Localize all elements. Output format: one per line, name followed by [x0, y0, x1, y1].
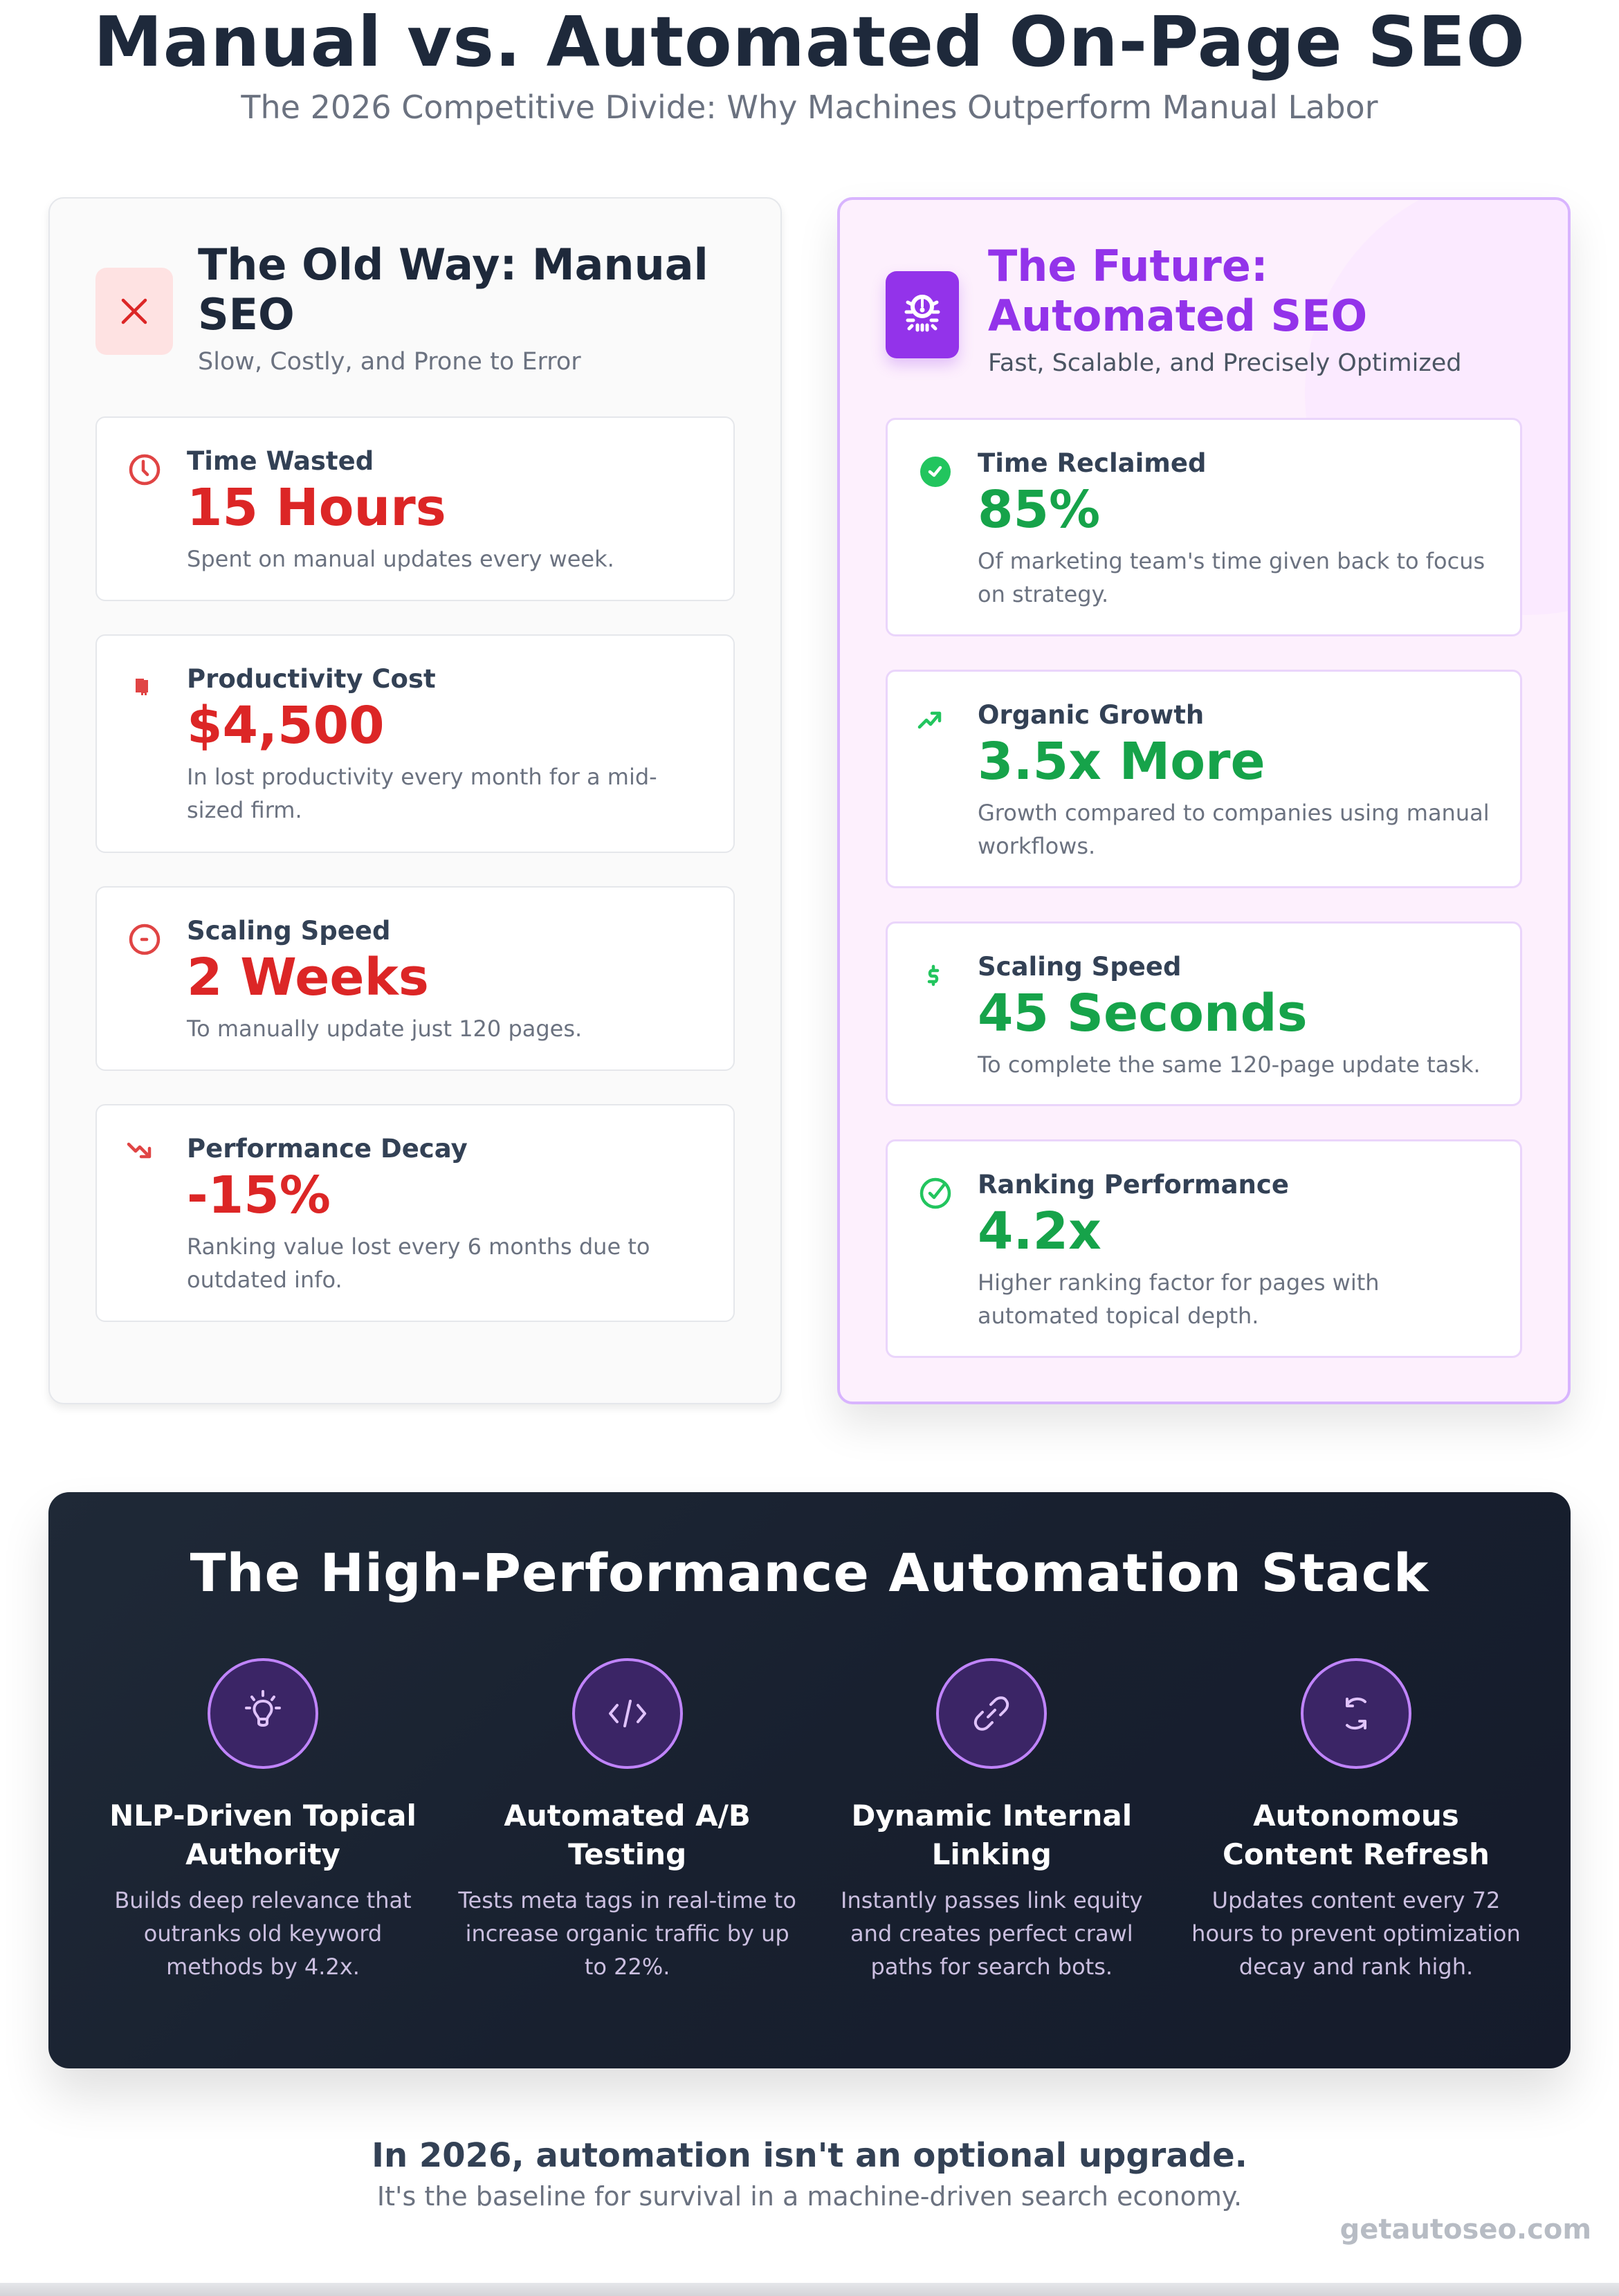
stat-value: 85% [978, 480, 1101, 540]
stat-card-time-reclaimed: Time Reclaimed 85% Of marketing team's t… [886, 418, 1522, 636]
money-bill-icon [126, 672, 163, 709]
watermark-link[interactable]: getautoseo.com [1339, 2214, 1591, 2246]
footer-subline: It's the baseline for survival in a mach… [376, 2181, 1243, 2212]
stat-description: To complete the same 120-page update tas… [978, 1051, 1481, 1078]
trending-down-icon [126, 1135, 163, 1172]
stack-item-internal-linking: Dynamic Internal Linking Instantly passe… [818, 1658, 1164, 1983]
old-way-subtitle: Slow, Costly, and Prone to Error [198, 348, 581, 376]
stat-value: 4.2x [978, 1202, 1101, 1261]
stack-item-name: NLP-Driven Topical Authority [109, 1799, 417, 1871]
stack-item-description: Builds deep relevance that outranks old … [114, 1887, 412, 1980]
footer-headline: In 2026, automation isn't an optional up… [372, 2136, 1247, 2175]
minus-circle-icon [126, 921, 163, 958]
stat-card-ranking-performance: Ranking Performance 4.2x Higher ranking … [886, 1139, 1522, 1358]
stat-card-scaling-speed-auto: Scaling Speed 45 Seconds To complete the… [886, 921, 1522, 1106]
new-way-card: The Future: Automated SEO Fast, Scalable… [837, 197, 1571, 1404]
code-icon [571, 1658, 683, 1769]
stat-card-productivity-cost: Productivity Cost $4,500 In lost product… [95, 634, 735, 853]
stat-label: Performance Decay [187, 1134, 468, 1164]
check-circle-icon [917, 1175, 954, 1212]
stat-card-time-wasted: Time Wasted 15 Hours Spent on manual upd… [95, 416, 735, 601]
stack-title: The High-Performance Automation Stack [190, 1542, 1429, 1604]
stack-item-nlp: NLP-Driven Topical Authority Builds deep… [90, 1658, 436, 1983]
stat-value: -15% [187, 1166, 331, 1225]
new-way-subtitle: Fast, Scalable, and Precisely Optimized [988, 349, 1462, 377]
stack-item-description: Updates content every 72 hours to preven… [1191, 1887, 1521, 1980]
stack-item-description: Tests meta tags in real-time to increase… [458, 1887, 796, 1980]
stat-card-scaling-speed: Scaling Speed 2 Weeks To manually update… [95, 886, 735, 1071]
stat-description: To manually update just 120 pages. [187, 1016, 583, 1042]
stat-label: Productivity Cost [187, 664, 436, 694]
stat-card-performance-decay: Performance Decay -15% Ranking value los… [95, 1104, 735, 1322]
page-title: Manual vs. Automated On-Page SEO [93, 1, 1526, 82]
check-circle-filled-icon [917, 453, 954, 490]
stat-value: 45 Seconds [978, 984, 1308, 1043]
stack-item-description: Instantly passes link equity and creates… [841, 1887, 1143, 1980]
x-icon [95, 268, 173, 355]
new-way-header: The Future: Automated SEO Fast, Scalable… [886, 200, 1522, 418]
stat-description: Higher ranking factor for pages with aut… [978, 1269, 1380, 1329]
robot-icon [886, 271, 959, 358]
automation-stack-section: The High-Performance Automation Stack NL… [48, 1492, 1571, 2068]
link-icon [936, 1658, 1048, 1769]
stat-label: Scaling Speed [187, 916, 391, 946]
dollar-icon [917, 961, 954, 998]
stat-description: Of marketing team's time given back to f… [978, 548, 1485, 607]
refresh-icon [1300, 1658, 1411, 1769]
stat-label: Organic Growth [978, 700, 1205, 730]
stat-label: Scaling Speed [978, 952, 1182, 982]
clock-icon [126, 451, 163, 488]
stack-item-content-refresh: Autonomous Content Refresh Updates conte… [1183, 1658, 1529, 1983]
stat-description: In lost productivity every month for a m… [187, 764, 657, 823]
stat-card-organic-growth: Organic Growth 3.5x More Growth compared… [886, 670, 1522, 888]
stack-item-name: Dynamic Internal Linking [851, 1799, 1133, 1871]
old-way-header: The Old Way: Manual SEO Slow, Costly, an… [95, 199, 735, 416]
stack-item-name: Automated A/B Testing [504, 1799, 751, 1871]
old-way-title: The Old Way: Manual SEO [198, 239, 708, 340]
stat-label: Time Reclaimed [978, 448, 1207, 478]
stack-item-ab-testing: Automated A/B Testing Tests meta tags in… [455, 1658, 801, 1983]
trending-up-icon [917, 706, 954, 744]
stack-item-name: Autonomous Content Refresh [1223, 1799, 1490, 1871]
new-way-title: The Future: Automated SEO [988, 241, 1368, 341]
stat-label: Ranking Performance [978, 1170, 1289, 1200]
stat-value: $4,500 [187, 696, 385, 755]
stat-description: Ranking value lost every 6 months due to… [187, 1233, 650, 1293]
stat-description: Spent on manual updates every week. [187, 546, 614, 572]
lightbulb-icon [208, 1658, 318, 1769]
stat-value: 2 Weeks [187, 948, 429, 1007]
stat-value: 3.5x More [978, 732, 1265, 791]
stat-description: Growth compared to companies using manua… [978, 800, 1490, 859]
old-way-card: The Old Way: Manual SEO Slow, Costly, an… [48, 197, 782, 1404]
stat-label: Time Wasted [187, 446, 374, 476]
page-subtitle: The 2026 Competitive Divide: Why Machine… [241, 89, 1378, 126]
stat-value: 15 Hours [187, 478, 446, 538]
bottom-edge [0, 2283, 1619, 2296]
